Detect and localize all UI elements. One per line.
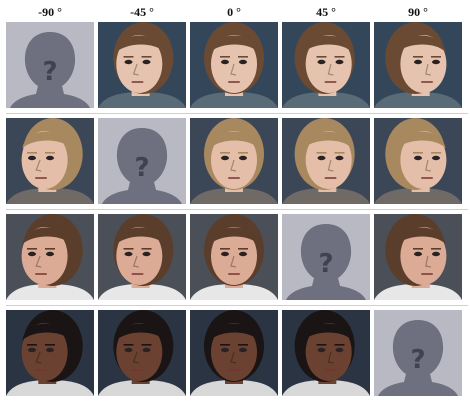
- row-divider: [6, 305, 468, 306]
- question-mark-text: ?: [134, 153, 149, 183]
- face-photo: [190, 118, 278, 204]
- missing-pose-placeholder: ?: [282, 214, 370, 300]
- face-photo: [190, 214, 278, 300]
- face-photo: [282, 118, 370, 204]
- question-mark-text: ?: [318, 249, 333, 279]
- question-mark-text: ?: [42, 57, 57, 87]
- face-photo: [6, 214, 94, 300]
- face-photo: [6, 118, 94, 204]
- face-photo: [190, 310, 278, 396]
- missing-pose-placeholder: ?: [6, 22, 94, 108]
- face-photo: [374, 22, 462, 108]
- question-mark-text: ?: [410, 345, 425, 375]
- pose-label-45: 45 °: [316, 5, 336, 19]
- face-photo: [98, 214, 186, 300]
- row-divider: [6, 113, 468, 114]
- face-photo: [282, 22, 370, 108]
- pose-angle-header: -90 ° -45 ° 0 ° 45 ° 90 °: [0, 0, 470, 22]
- row-divider: [6, 209, 468, 210]
- face-photo: [190, 22, 278, 108]
- face-photo: [374, 118, 462, 204]
- pose-label-minus-90: -90 °: [38, 5, 62, 19]
- face-photo: [374, 214, 462, 300]
- face-photo: [282, 310, 370, 396]
- face-photo: [6, 310, 94, 396]
- face-pose-grid: ????: [6, 22, 468, 402]
- pose-label-0: 0 °: [227, 5, 241, 19]
- face-photo: [98, 22, 186, 108]
- pose-label-minus-45: -45 °: [130, 5, 154, 19]
- face-photo: [98, 310, 186, 396]
- missing-pose-placeholder: ?: [374, 310, 462, 396]
- missing-pose-placeholder: ?: [98, 118, 186, 204]
- pose-label-90: 90 °: [408, 5, 428, 19]
